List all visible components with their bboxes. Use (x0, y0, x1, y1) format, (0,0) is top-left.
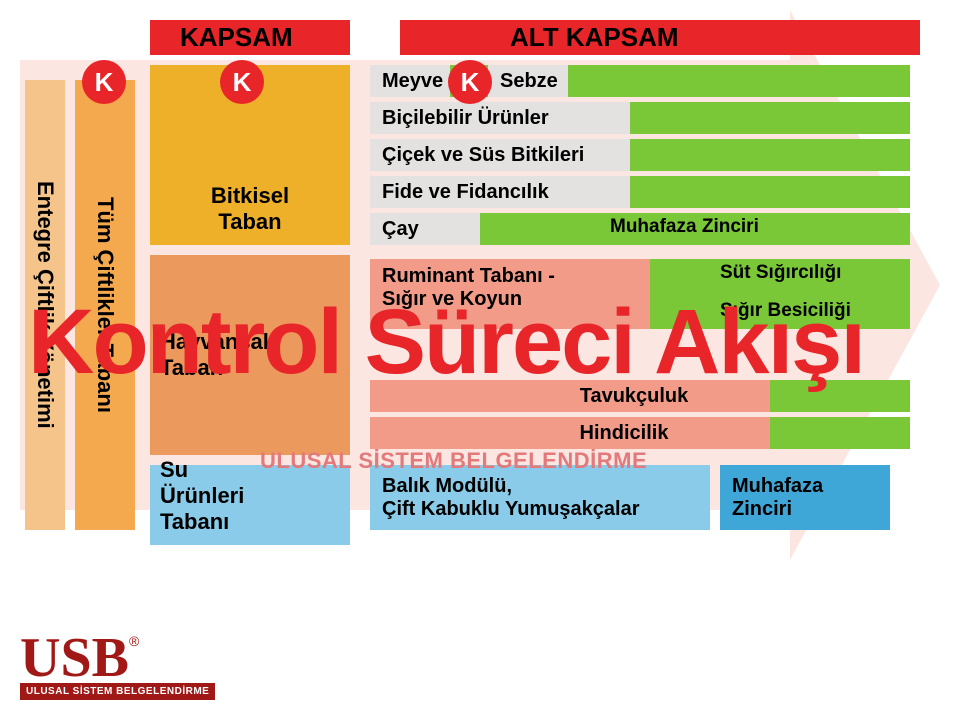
header-altkapsam: ALT KAPSAM (400, 20, 920, 55)
row-bicilebilir: Biçilebilir Ürünler (370, 102, 630, 134)
logo-subtitle: ULUSAL SİSTEM BELGELENDİRME (20, 683, 215, 700)
base-bitkisel-label: Bitkisel Taban (160, 183, 340, 235)
row-hindi: Hindicilik (370, 417, 770, 449)
watermark-text: ULUSAL SİSTEM BELGELENDİRME (260, 448, 647, 474)
logo-text: USB (20, 627, 129, 689)
diagram-container: Entegre Çiftlik Yönetimi Tüm Çiftlikler … (20, 10, 940, 560)
logo: USB® ULUSAL SİSTEM BELGELENDİRME (20, 633, 215, 700)
row-cay: Çay (370, 213, 480, 245)
row-cicek: Çiçek ve Süs Bitkileri (370, 139, 630, 171)
base-su: Su Ürünleri Tabanı (150, 465, 350, 545)
row-balik: Balık Modülü, Çift Kabuklu Yumuşakçalar (370, 465, 710, 530)
row-sebze: Sebze (488, 65, 568, 97)
row-fide: Fide ve Fidancılık (370, 176, 630, 208)
k-badge-3: K (448, 60, 492, 104)
header-kapsam: KAPSAM (150, 20, 350, 55)
row-muhafaza1: Muhafaza Zinciri (610, 216, 759, 238)
overlay-title: Kontrol Süreci Akışı (20, 290, 960, 395)
row-muhafaza2: Muhafaza Zinciri (720, 465, 890, 530)
k-badge-1: K (82, 60, 126, 104)
logo-reg: ® (129, 633, 139, 649)
k-badge-2: K (220, 60, 264, 104)
row-meyve: Meyve (370, 65, 450, 97)
row-sut: Süt Sığırcılığı (720, 262, 841, 284)
